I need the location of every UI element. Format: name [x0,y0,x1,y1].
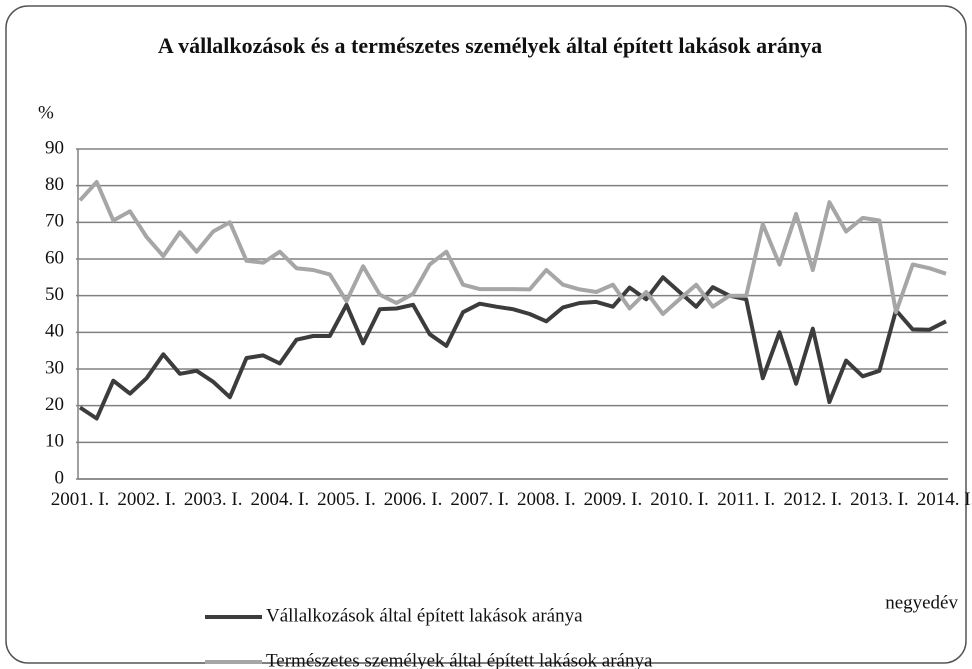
x-tick-label: 2003. I. [183,489,243,510]
frame [5,5,967,664]
legend-label: Természetes személyek által épített laká… [266,650,653,669]
x-tick-label: 2013. I. [850,489,909,510]
y-tick-label: 60 [45,247,64,268]
y-tick-label: 30 [45,357,64,378]
y-tick-label: 40 [45,321,64,342]
x-tick-label: 2010. I. [650,489,709,510]
y-tick-label: 80 [45,174,64,195]
x-tick-label: 2006. I. [383,489,443,510]
y-tick-label: 50 [45,284,64,305]
x-tick-label: 2008. I. [517,489,576,510]
series-line [78,180,947,316]
y-tick-label: 10 [45,431,64,452]
y-tick-label: 90 [45,137,64,158]
y-tick-label: 0 [55,467,65,488]
y-axis-label: % [38,102,54,123]
x-tick-label: 2004. I. [250,489,310,510]
x-tick-label: 2007. I. [450,489,509,510]
series-line [78,275,947,421]
x-axis-label: negyedév [885,592,958,613]
x-tick-label: 2011. I. [717,489,776,510]
x-tick-label: 2002. I. [117,489,176,510]
x-tick-label: 2005. I. [317,489,376,510]
x-tick-label: 2014. I. [916,489,972,510]
legend-label: Vállalkozások által épített lakások arán… [266,605,583,626]
x-tick-label: 2012. I. [783,489,843,510]
x-tick-label: 2009. I. [583,489,643,510]
x-tick-label: 2001. I. [50,489,110,510]
y-tick-label: 20 [45,394,64,415]
y-tick-label: 70 [45,211,64,232]
chart-title: A vállalkozások és a természetes személy… [157,33,823,58]
